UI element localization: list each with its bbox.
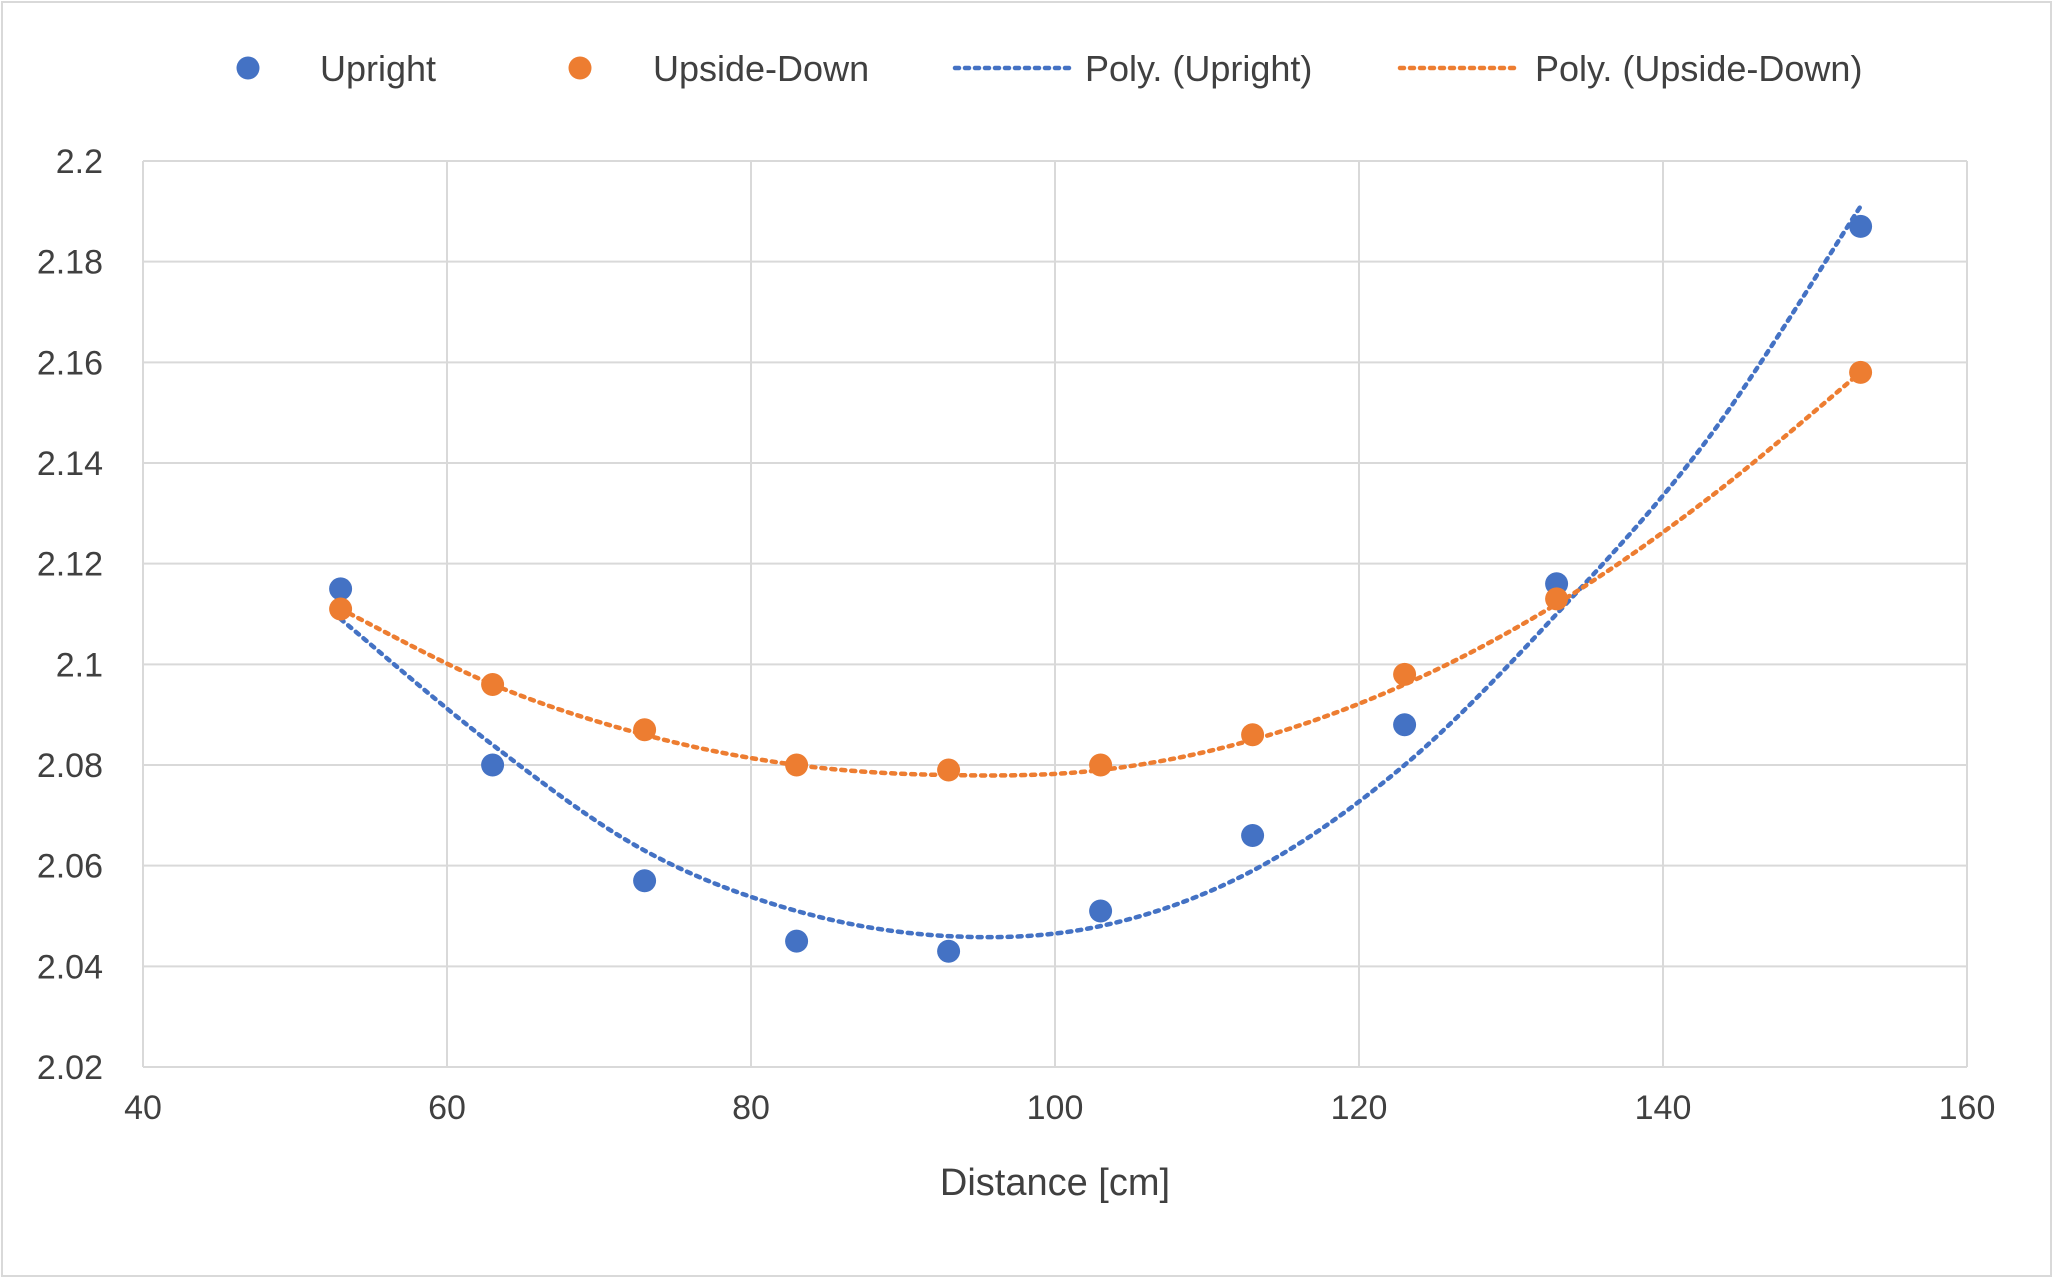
data-point-upside-down	[633, 718, 657, 742]
y-tick-label: 2.08	[37, 747, 103, 785]
y-tick-label: 2.14	[37, 445, 103, 483]
x-tick-label: 100	[1027, 1089, 1084, 1127]
y-tick-label: 2.18	[37, 244, 103, 282]
data-point-upright	[329, 577, 353, 601]
x-tick-label: 80	[732, 1089, 770, 1127]
data-point-upright	[1089, 899, 1113, 923]
legend-upside-down-marker	[568, 56, 592, 80]
tick-labels: 2.02 2.04 2.06 2.08 2.1 2.12 2.14 2.16 2.18 2.2 40…	[37, 143, 1996, 1127]
y-tick-label: 2.2	[56, 143, 103, 181]
data-point-upright	[1393, 713, 1417, 737]
x-tick-label: 120	[1331, 1089, 1388, 1127]
x-tick-label: 40	[124, 1089, 162, 1127]
data-point-upside-down	[329, 597, 353, 621]
data-point-upright	[1849, 214, 1873, 238]
x-tick-label: 140	[1635, 1089, 1692, 1127]
y-tick-label: 2.16	[37, 344, 103, 382]
legend-upright-marker	[236, 56, 260, 80]
data-point-upside-down	[481, 672, 505, 696]
data-points	[329, 214, 1873, 963]
grid-lines	[142, 160, 1968, 1068]
legend-poly-upside-down-label: Poly. (Upside-Down)	[1535, 48, 1862, 89]
legend-poly-upright-label: Poly. (Upright)	[1085, 48, 1312, 89]
legend: Upright Upside-Down Poly. (Upright) Poly. (…	[236, 48, 1862, 89]
data-point-upside-down	[1241, 723, 1265, 747]
data-point-upside-down	[1089, 753, 1113, 777]
data-point-upright	[1241, 823, 1265, 847]
data-point-upside-down	[1545, 587, 1569, 611]
x-tick-label: 60	[428, 1089, 466, 1127]
data-point-upside-down	[785, 753, 809, 777]
y-tick-label: 2.02	[37, 1049, 103, 1087]
data-point-upright	[937, 939, 961, 963]
data-point-upright	[785, 929, 809, 953]
y-tick-label: 2.12	[37, 546, 103, 584]
trendline-0	[338, 204, 1863, 940]
legend-upright-label: Upright	[320, 48, 436, 89]
x-tick-label: 160	[1939, 1089, 1996, 1127]
x-axis-title: Distance [cm]	[940, 1162, 1170, 1204]
data-point-upright	[481, 753, 505, 777]
data-point-upside-down	[937, 758, 961, 782]
y-tick-label: 2.1	[56, 646, 103, 684]
data-point-upside-down	[1849, 360, 1873, 384]
y-tick-label: 2.04	[37, 948, 103, 986]
legend-upside-down-label: Upside-Down	[653, 48, 869, 89]
data-point-upside-down	[1393, 662, 1417, 686]
data-point-upright	[633, 869, 657, 893]
y-tick-label: 2.06	[37, 848, 103, 886]
